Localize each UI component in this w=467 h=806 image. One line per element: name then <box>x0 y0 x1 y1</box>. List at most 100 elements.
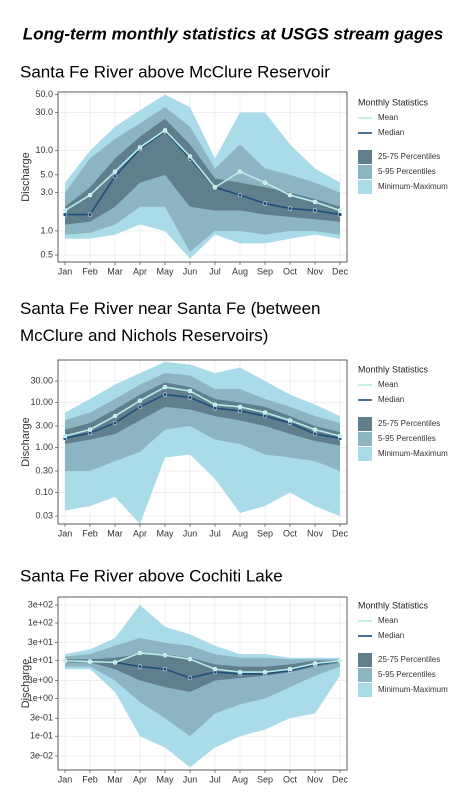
x-tick-label: Aug <box>232 266 248 276</box>
x-tick-label: Mar <box>107 528 123 538</box>
y-axis-label: Discharge <box>20 417 32 467</box>
legend-label: 25-75 Percentiles <box>378 152 440 161</box>
y-tick-label: 10.00 <box>30 397 53 407</box>
series-line <box>64 386 341 437</box>
x-tick-label: May <box>156 528 174 538</box>
x-tick-label: Jun <box>183 774 198 784</box>
y-tick-label: 3.00 <box>35 420 53 430</box>
series-point <box>162 666 168 672</box>
legend-swatch <box>358 683 372 697</box>
series-point <box>262 180 268 185</box>
legend-swatch <box>358 165 372 179</box>
y-tick-label: 0.10 <box>35 487 53 497</box>
x-tick-label: Feb <box>82 528 98 538</box>
legend-swatch <box>358 417 372 431</box>
series-line <box>64 129 341 212</box>
y-tick-label: 0.30 <box>35 465 53 475</box>
y-tick-label: 3e+01 <box>28 637 53 647</box>
band-area <box>65 654 340 692</box>
series-point <box>112 174 118 179</box>
band-area <box>65 382 340 446</box>
series-point <box>237 408 243 414</box>
x-tick-label: Nov <box>307 528 324 538</box>
x-tick-label: Jun <box>183 266 198 276</box>
chart-title: Santa Fe River above McClure Reservoir <box>20 62 330 81</box>
series-point <box>312 199 318 205</box>
x-tick-label: Dec <box>332 528 349 538</box>
y-tick-label: 1e-01 <box>30 731 53 741</box>
series-point <box>262 669 268 675</box>
y-tick-label: 3e+00 <box>28 675 53 685</box>
page-title: Long-term monthly statistics at USGS str… <box>23 24 443 43</box>
series-point <box>137 145 143 150</box>
series-point <box>137 398 143 403</box>
series-point <box>87 427 93 432</box>
series-point <box>162 392 168 397</box>
series-point <box>187 395 193 400</box>
x-tick-label: Jul <box>209 774 221 784</box>
x-tick-label: Sep <box>257 774 273 784</box>
series-point <box>62 433 68 439</box>
x-tick-label: Dec <box>332 266 349 276</box>
x-tick-label: Jan <box>58 266 73 276</box>
series-point <box>287 192 293 198</box>
x-tick-label: Jul <box>209 528 221 538</box>
x-tick-label: Oct <box>283 528 298 538</box>
series-point <box>112 169 118 174</box>
x-tick-label: Sep <box>257 528 273 538</box>
legend-swatch <box>358 432 372 446</box>
x-tick-label: May <box>156 266 174 276</box>
series-point <box>212 185 218 190</box>
series-point <box>162 652 168 658</box>
series-point <box>62 208 68 213</box>
y-tick-label: 1e+01 <box>28 655 53 665</box>
x-tick-label: Apr <box>133 266 147 276</box>
legend-label: 5-95 Percentiles <box>378 434 436 443</box>
x-tick-label: Aug <box>232 528 248 538</box>
series-point <box>137 650 143 656</box>
x-tick-label: Nov <box>307 266 324 276</box>
series-point <box>87 659 93 664</box>
legend-label: Minimum-Maximum <box>378 685 448 694</box>
series-point <box>237 169 243 174</box>
series-point <box>62 658 68 664</box>
series-point <box>237 192 243 198</box>
plot-border <box>57 596 348 771</box>
series-point <box>287 418 293 423</box>
y-tick-label: 30.00 <box>30 375 53 385</box>
x-tick-label: Nov <box>307 774 324 784</box>
x-tick-label: Aug <box>232 774 248 784</box>
legend-swatch <box>358 150 372 164</box>
x-tick-label: Mar <box>107 266 123 276</box>
series-point <box>262 201 268 206</box>
series-point <box>212 402 218 407</box>
legend-swatch <box>358 180 372 194</box>
series-point <box>87 212 93 217</box>
y-tick-label: 1e+00 <box>28 693 53 703</box>
series-line <box>64 652 341 673</box>
y-tick-label: 50.0 <box>35 89 53 99</box>
x-tick-label: Mar <box>107 774 123 784</box>
legend-label: 5-95 Percentiles <box>378 167 436 176</box>
x-tick-label: Apr <box>133 528 147 538</box>
series-point <box>312 208 318 213</box>
series-point <box>162 384 168 390</box>
y-tick-label: 3.0 <box>40 187 53 197</box>
legend-label: 25-75 Percentiles <box>378 655 440 664</box>
series-point <box>287 666 293 672</box>
series-point <box>287 206 293 211</box>
legend-title: Monthly Statistics <box>358 97 429 107</box>
series-point <box>62 212 68 217</box>
y-tick-label: 1.0 <box>40 225 53 235</box>
legend-swatch <box>358 653 372 667</box>
x-tick-label: Feb <box>82 774 98 784</box>
series-point <box>162 128 168 133</box>
series-point <box>337 212 343 217</box>
y-tick-label: 3e+02 <box>28 599 53 609</box>
legend-label: Median <box>378 631 404 640</box>
x-tick-label: May <box>156 774 174 784</box>
y-tick-label: 1.00 <box>35 442 53 452</box>
legend-swatch <box>358 668 372 682</box>
series-point <box>187 656 193 662</box>
